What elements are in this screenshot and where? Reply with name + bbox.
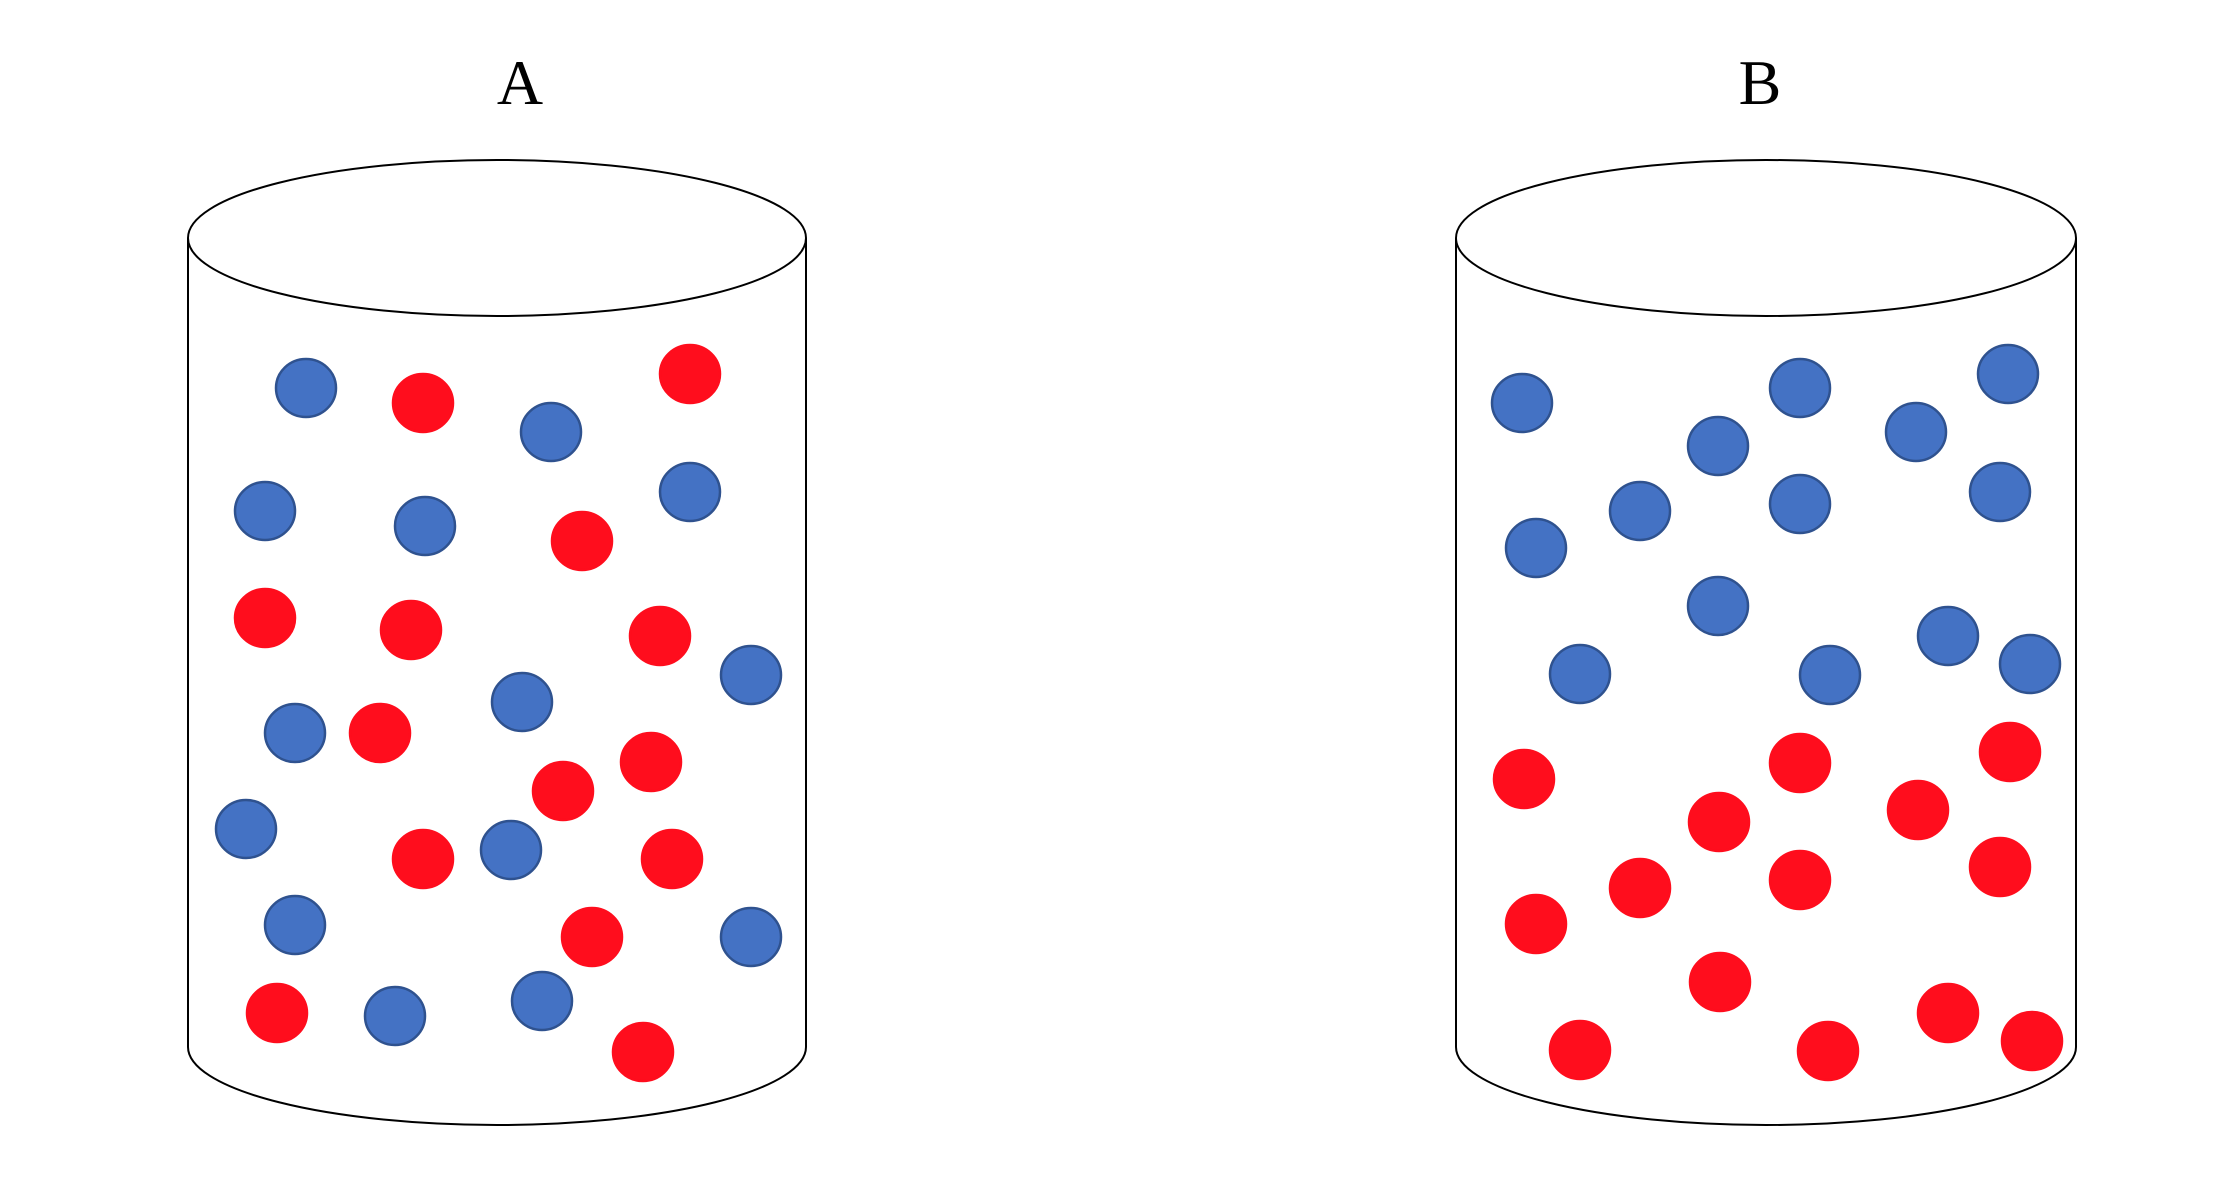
container-a-blue-particle <box>263 894 327 956</box>
container-a-red-particle <box>531 760 595 822</box>
container-a-blue-particle <box>233 480 297 542</box>
container-a-blue-particle <box>510 970 574 1032</box>
container-a-blue-particle <box>263 702 327 764</box>
container-a-red-particle <box>245 982 309 1044</box>
container-b-blue-particle <box>1490 372 1554 434</box>
container-a-red-particle <box>348 702 412 764</box>
container-a-red-particle <box>619 731 683 793</box>
container-b-red-particle <box>1796 1020 1860 1082</box>
container-a-blue-particle <box>274 357 338 419</box>
container-a-label: A <box>497 47 543 118</box>
container-a-red-particle <box>391 828 455 890</box>
container-a-red-particle <box>611 1021 675 1083</box>
container-a-red-particle <box>391 372 455 434</box>
container-b-blue-particle <box>1686 575 1750 637</box>
container-b-red-particle <box>1968 836 2032 898</box>
container-a-red-particle <box>640 828 704 890</box>
container-b-label: B <box>1739 47 1782 118</box>
container-a-red-particle <box>233 587 297 649</box>
container-b-blue-particle <box>1884 401 1948 463</box>
container-a-red-particle <box>560 906 624 968</box>
container-b-body <box>1455 238 2077 1126</box>
container-a-blue-particle <box>719 644 783 706</box>
container-b-red-particle <box>1978 721 2042 783</box>
container-a-body <box>187 238 807 1126</box>
container-b-blue-particle <box>1504 517 1568 579</box>
container-a-blue-particle <box>490 671 554 733</box>
container-a-blue-particle <box>519 401 583 463</box>
container-b-red-particle <box>1548 1019 1612 1081</box>
container-b-blue-particle <box>1968 461 2032 523</box>
container-b-red-particle <box>2000 1010 2064 1072</box>
container-a-blue-particle <box>393 495 457 557</box>
container-b-blue-particle <box>1998 633 2062 695</box>
container-b-red-particle <box>1492 748 1556 810</box>
container-b-red-particle <box>1768 732 1832 794</box>
container-a-blue-particle <box>479 819 543 881</box>
container-a-red-particle <box>550 510 614 572</box>
container-b-particles <box>1490 343 2064 1082</box>
container-a-blue-particle <box>214 798 278 860</box>
container-b-blue-particle <box>1608 480 1672 542</box>
container-b-blue-particle <box>1798 644 1862 706</box>
container-a: A <box>187 47 807 1126</box>
container-b-red-particle <box>1504 893 1568 955</box>
container-b-red-particle <box>1886 779 1950 841</box>
container-a-blue-particle <box>719 906 783 968</box>
container-b-red-particle <box>1688 951 1752 1013</box>
container-b-rim <box>1455 159 2077 317</box>
container-b-red-particle <box>1608 857 1672 919</box>
container-a-red-particle <box>628 605 692 667</box>
container-a-particles <box>214 343 783 1083</box>
container-b-blue-particle <box>1768 473 1832 535</box>
container-a-rim <box>187 159 807 317</box>
container-b-red-particle <box>1916 982 1980 1044</box>
container-b-blue-particle <box>1916 605 1980 667</box>
container-b-red-particle <box>1687 791 1751 853</box>
container-b-blue-particle <box>1548 643 1612 705</box>
container-a-red-particle <box>658 343 722 405</box>
container-b-red-particle <box>1768 849 1832 911</box>
container-b: B <box>1455 47 2077 1126</box>
container-a-blue-particle <box>658 461 722 523</box>
container-a-blue-particle <box>363 985 427 1047</box>
container-b-blue-particle <box>1686 415 1750 477</box>
container-b-blue-particle <box>1768 357 1832 419</box>
container-a-red-particle <box>379 599 443 661</box>
container-b-blue-particle <box>1976 343 2040 405</box>
